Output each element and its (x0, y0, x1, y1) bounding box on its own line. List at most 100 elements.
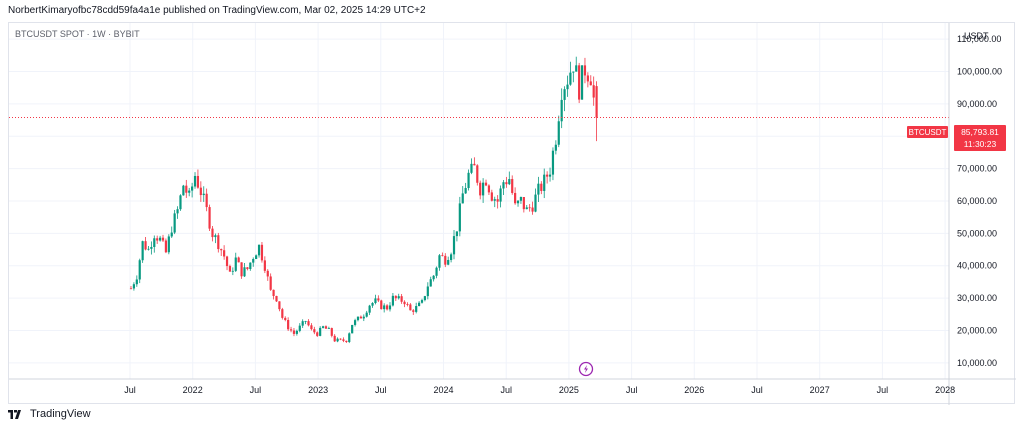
price-chart[interactable]: BTCUSDT SPOT · 1W · BYBIT USDT 10,000.00… (9, 23, 1016, 405)
candle-body (214, 235, 217, 238)
candle-body (450, 254, 453, 260)
y-tick-label: 10,000.00 (957, 358, 997, 368)
candle-body (479, 182, 482, 196)
candle-body (575, 65, 578, 72)
candle-body (193, 175, 197, 187)
candle-body (316, 332, 319, 336)
candle-body (551, 150, 555, 175)
candle-body (505, 182, 508, 185)
candle-body (150, 246, 153, 249)
symbol-badge-text: BTCUSDT (909, 128, 947, 137)
candle-body (182, 185, 185, 196)
candle-body (220, 249, 223, 251)
candle-body (132, 284, 136, 289)
candle-body (490, 192, 493, 201)
candle-body (528, 207, 531, 209)
candle-body (420, 300, 424, 303)
candle-body (263, 260, 266, 271)
candle-body (572, 71, 575, 73)
candle-body (519, 197, 523, 201)
x-tick-label: 2025 (559, 385, 579, 395)
candle-body (278, 301, 281, 310)
candle-body (496, 199, 499, 202)
x-tick-label: Jul (877, 385, 889, 395)
candle-body (554, 144, 557, 151)
candle-body (388, 305, 392, 310)
candle-body (537, 183, 540, 195)
price-badge-bg (954, 125, 1006, 151)
candle-body (292, 330, 296, 334)
candle-body (147, 248, 150, 250)
candle-body (444, 255, 447, 265)
candle-body (173, 213, 176, 233)
candle-body (534, 194, 537, 212)
candle-body (464, 188, 467, 194)
candle-body (138, 260, 141, 280)
x-tick-label: 2023 (308, 385, 328, 395)
price-unit-label: USDT (964, 31, 989, 41)
candle-body (417, 302, 421, 307)
candle-body (170, 232, 173, 237)
x-tick-label: Jul (124, 385, 136, 395)
candle-body (284, 317, 287, 320)
candle-body (307, 321, 310, 326)
candle-body (287, 319, 290, 330)
candles-layer (129, 56, 598, 344)
candle-body (339, 338, 342, 340)
x-tick-label: Jul (250, 385, 262, 395)
candle-body (249, 262, 252, 270)
lightning-icon[interactable] (578, 361, 594, 377)
candle-body (211, 228, 214, 238)
y-tick-label: 100,000.00 (957, 67, 1002, 77)
candle-body (144, 241, 147, 250)
candle-body (563, 89, 566, 100)
candle-body (397, 296, 400, 299)
candle-body (208, 207, 211, 229)
candle-body (374, 298, 377, 304)
candle-body (243, 267, 246, 277)
candle-body (548, 174, 552, 177)
candle-body (365, 312, 368, 317)
candle-body (246, 267, 249, 270)
x-tick-label: 2028 (935, 385, 955, 395)
candle-body (345, 340, 348, 342)
y-tick-label: 20,000.00 (957, 325, 997, 335)
candle-body (569, 72, 572, 85)
candle-body (153, 238, 156, 247)
candle-body (257, 244, 261, 256)
chart-panel[interactable]: BTCUSDT SPOT · 1W · BYBIT USDT 10,000.00… (8, 22, 1016, 405)
candle-body (435, 267, 438, 276)
candle-body (403, 301, 406, 305)
candle-body (231, 270, 234, 272)
candle-body (237, 257, 240, 263)
candle-body (191, 186, 194, 191)
candle-body (356, 316, 360, 321)
x-tick-label: Jul (626, 385, 638, 395)
candle-body (511, 179, 514, 193)
y-tick-label: 110,000.00 (957, 34, 1001, 44)
y-tick-label: 40,000.00 (957, 261, 997, 271)
candle-body (531, 207, 534, 212)
candle-body (298, 325, 301, 331)
candle-body (458, 203, 461, 232)
candle-body (508, 179, 511, 185)
candle-body (455, 231, 459, 237)
y-tick-label: 30,000.00 (957, 293, 997, 303)
candle-body (342, 339, 345, 341)
candle-body (522, 197, 525, 210)
candle-body (543, 174, 546, 191)
candle-body (499, 188, 502, 202)
candle-body (228, 266, 232, 272)
x-tick-label: 2024 (433, 385, 453, 395)
tradingview-branding[interactable]: TradingView (8, 408, 91, 420)
candle-body (586, 75, 589, 82)
candle-body (514, 192, 517, 204)
price-badge-value: 85,793.81 (961, 127, 999, 137)
candle-body (540, 183, 543, 191)
candle-body (333, 335, 336, 342)
candle-body (467, 172, 470, 189)
candle-body (301, 321, 304, 326)
candle-body (415, 306, 418, 312)
candle-body (583, 65, 587, 76)
candle-body (359, 316, 362, 319)
